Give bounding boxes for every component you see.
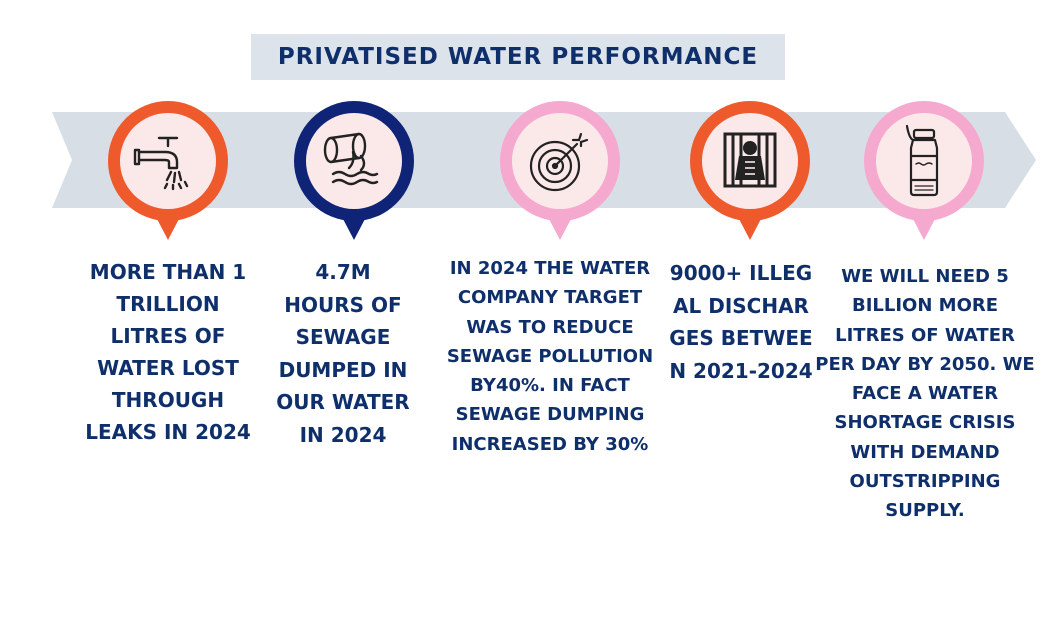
- target-icon: [529, 132, 589, 192]
- prison-pin: [690, 101, 810, 240]
- stat-leaks: MORE THAN 1 TRILLION LITRES OF WATER LOS…: [85, 260, 251, 444]
- tap-pin: [108, 101, 228, 240]
- sewage-pipe-icon: [323, 132, 379, 186]
- prison-icon: [723, 132, 777, 188]
- stat-illegal-discharges: 9000+ ILLEGAL DISCHARGES BETWEEN 2021-20…: [669, 261, 813, 383]
- page-title: PRIVATISED WATER PERFORMANCE: [277, 44, 759, 70]
- water-bottle-icon: [905, 124, 939, 197]
- stat-sewage-hours: 4.7M HOURS OF SEWAGE DUMPED IN OUR WATER…: [276, 260, 410, 447]
- bottle-pin: [864, 101, 984, 240]
- stat-pollution-target: IN 2024 THE WATER COMPANY TARGET WAS TO …: [446, 258, 654, 455]
- stat-water-shortage: WE WILL NEED 5 BILLION MORE LITRES OF WA…: [815, 266, 1035, 522]
- target-pin: [500, 101, 620, 240]
- title-banner: PRIVATISED WATER PERFORMANCE: [251, 34, 785, 80]
- tap-icon: [133, 136, 189, 191]
- sewage-pin: [294, 101, 414, 240]
